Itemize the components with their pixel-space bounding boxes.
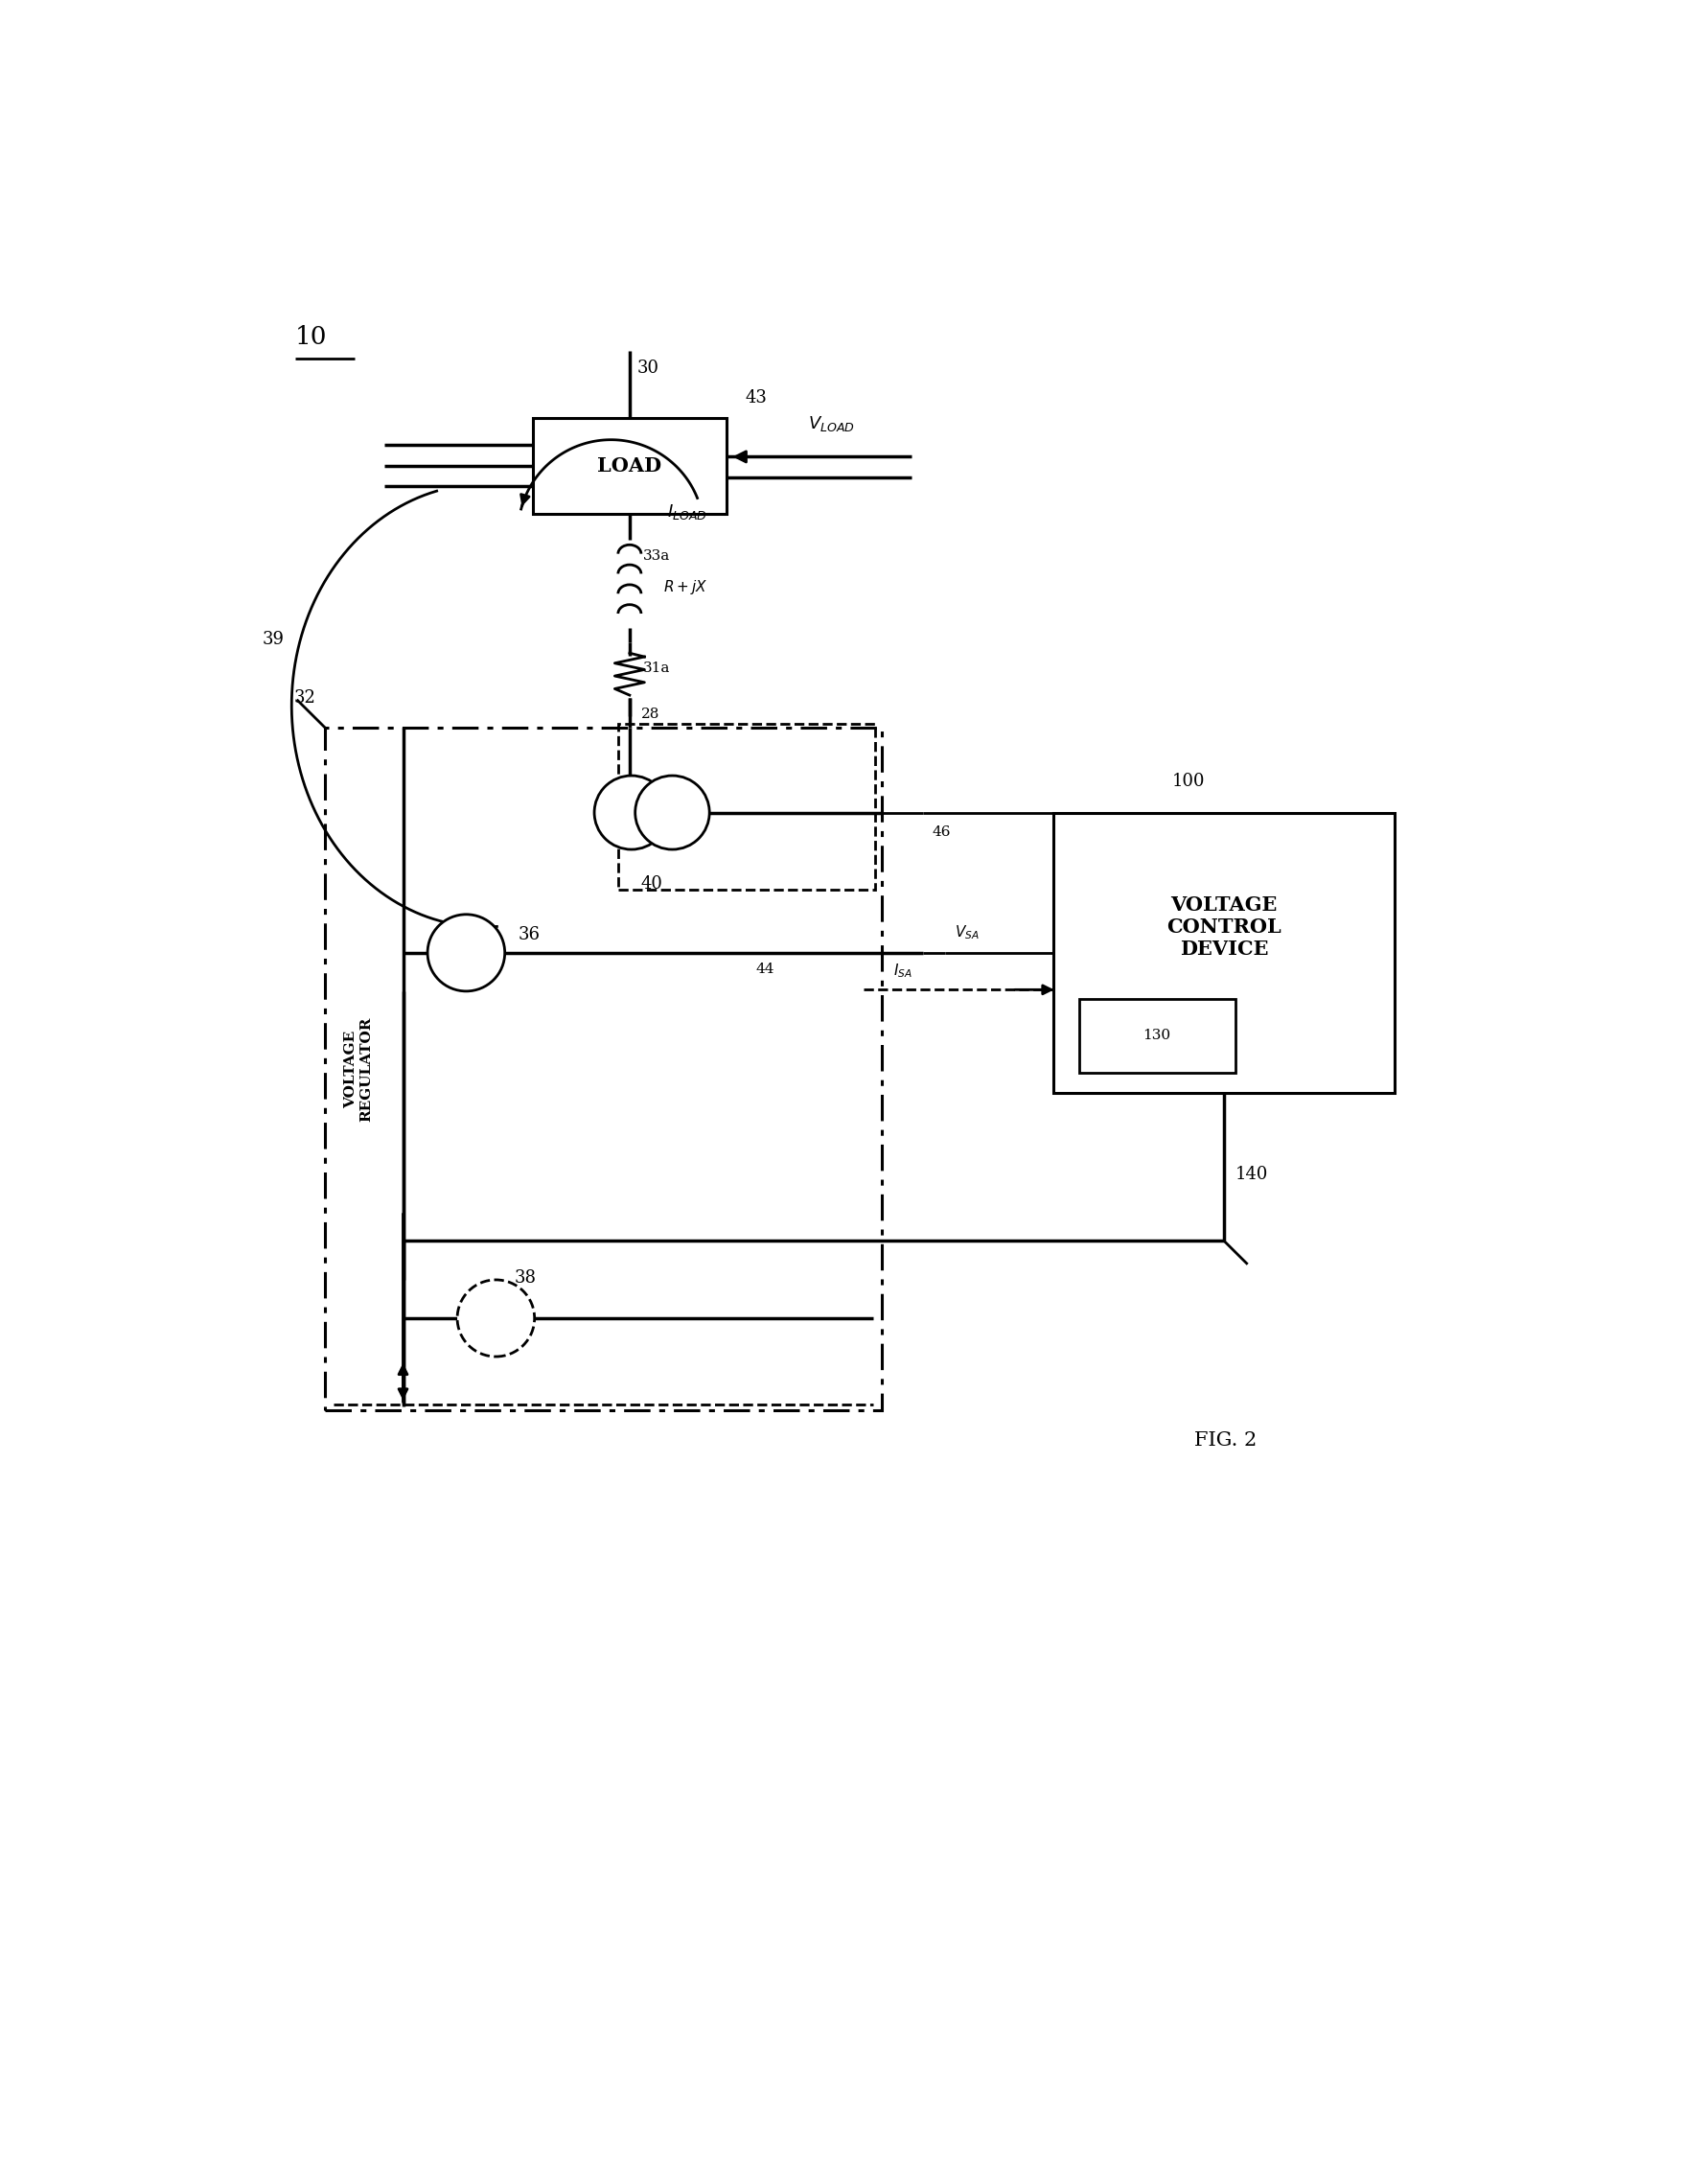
Circle shape [458, 1281, 535, 1357]
Text: 36: 36 [518, 925, 540, 943]
Text: VOLTAGE
REGULATOR: VOLTAGE REGULATOR [343, 1017, 372, 1122]
Text: 31a: 31a [642, 661, 670, 674]
Text: VOLTAGE
CONTROL
DEVICE: VOLTAGE CONTROL DEVICE [1167, 895, 1281, 958]
Text: $I_{SA}$: $I_{SA}$ [893, 962, 912, 980]
Text: 43: 43 [745, 388, 767, 406]
Text: 28: 28 [640, 707, 659, 720]
Text: $I_{LOAD}$: $I_{LOAD}$ [666, 502, 707, 521]
Text: 140: 140 [1235, 1165, 1267, 1183]
Circle shape [635, 775, 709, 849]
FancyBboxPatch shape [1052, 812, 1394, 1093]
Text: 39: 39 [261, 631, 284, 648]
Text: LOAD: LOAD [598, 456, 661, 476]
Text: $R + jX$: $R + jX$ [663, 578, 707, 596]
Text: FIG. 2: FIG. 2 [1194, 1431, 1255, 1449]
Text: $V_{SA}$: $V_{SA}$ [953, 923, 979, 943]
FancyBboxPatch shape [1078, 999, 1235, 1071]
Text: 44: 44 [755, 962, 774, 975]
Text: 38: 38 [514, 1270, 536, 1285]
Text: 10: 10 [295, 325, 328, 349]
Text: 130: 130 [1143, 1028, 1170, 1043]
Text: 32: 32 [294, 690, 316, 707]
Text: 100: 100 [1172, 772, 1204, 790]
Text: 33a: 33a [642, 550, 670, 563]
Text: 46: 46 [931, 825, 950, 840]
Text: 40: 40 [640, 875, 663, 892]
Text: 30: 30 [637, 360, 659, 377]
Circle shape [594, 775, 668, 849]
Text: $V_{LOAD}$: $V_{LOAD}$ [808, 415, 854, 432]
FancyBboxPatch shape [533, 417, 726, 513]
Circle shape [427, 914, 504, 991]
